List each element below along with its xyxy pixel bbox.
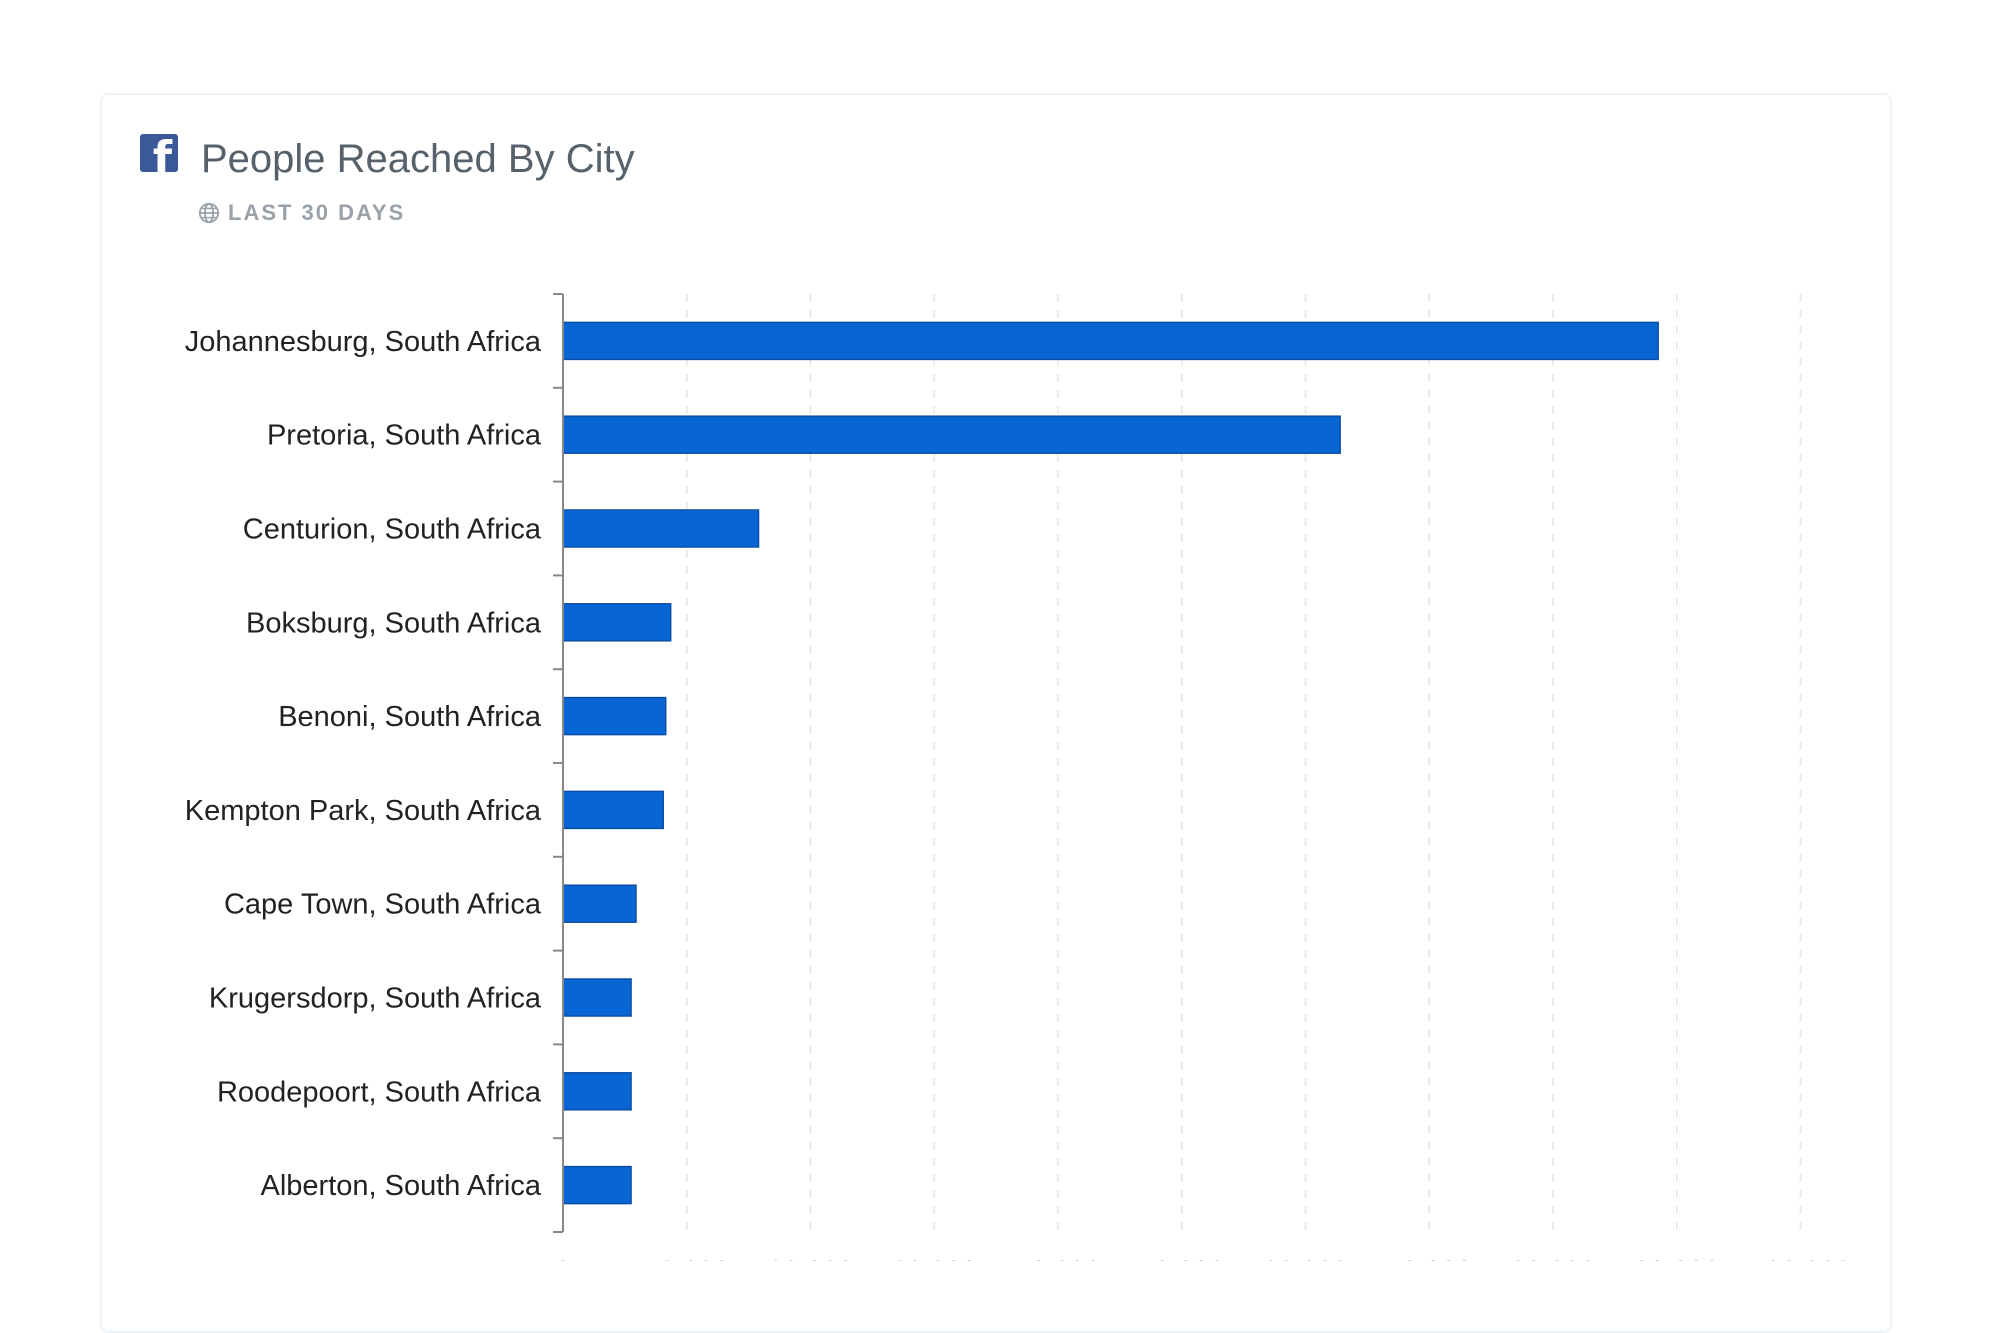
chart-card (100, 93, 1892, 1333)
bar[interactable] (562, 1072, 632, 1111)
bar[interactable] (562, 321, 1659, 361)
category-label: Roodepoort, South Africa (217, 1076, 542, 1108)
axes (553, 293, 564, 1233)
bars (562, 321, 1659, 1205)
x-tick-label: 100 000 (1750, 1255, 1851, 1261)
x-tick-label: 40 000 (1015, 1255, 1101, 1261)
bar[interactable] (562, 1165, 632, 1205)
bar[interactable] (562, 415, 1341, 454)
category-label: Centurion, South Africa (243, 514, 542, 546)
bar[interactable] (562, 790, 664, 830)
x-tick-label: 30 000 (891, 1255, 977, 1261)
chart-title: People Reached By City (201, 137, 635, 181)
x-tick-label: 50 000 (1139, 1255, 1225, 1261)
subtitle-text: LAST 30 DAYS (228, 200, 406, 225)
x-tick-label: 20 000 (768, 1255, 854, 1261)
category-label: Boksburg, South Africa (246, 607, 542, 639)
x-tick-label: 10 000 (644, 1255, 730, 1261)
facebook-icon: f (140, 134, 178, 172)
category-labels: Johannesburg, South Africa Pretoria, Sout… (185, 326, 542, 1202)
bar[interactable] (562, 696, 667, 736)
bar-chart: Johannesburg, South Africa Pretoria, Sout… (185, 293, 1851, 1261)
bar[interactable] (562, 884, 637, 923)
globe-icon (198, 202, 220, 224)
x-tick-label: 60 000 (1263, 1255, 1349, 1261)
bar[interactable] (562, 978, 632, 1017)
category-label: Benoni, South Africa (278, 701, 542, 733)
category-label: Krugersdorp, South Africa (209, 983, 542, 1015)
bar[interactable] (562, 509, 760, 548)
x-tick-label: 70 000 (1386, 1255, 1472, 1261)
x-tick-label: 80 000 (1510, 1255, 1596, 1261)
x-tick-label: 0 (555, 1255, 571, 1261)
category-label: Alberton, South Africa (261, 1170, 542, 1202)
category-label: Johannesburg, South Africa (185, 326, 542, 358)
x-tick-labels: 0 10 000 20 000 30 000 40 000 50 000 60 000 70 … (555, 1255, 1851, 1261)
category-label: Pretoria, South Africa (267, 420, 542, 452)
x-tick-label: 90 000 (1634, 1255, 1720, 1261)
date-range-label: LAST 30 DAYS (198, 200, 405, 226)
grid-lines (686, 294, 1802, 1232)
bar[interactable] (562, 603, 672, 642)
category-label: Cape Town, South Africa (224, 889, 542, 921)
category-label: Kempton Park, South Africa (185, 795, 542, 827)
